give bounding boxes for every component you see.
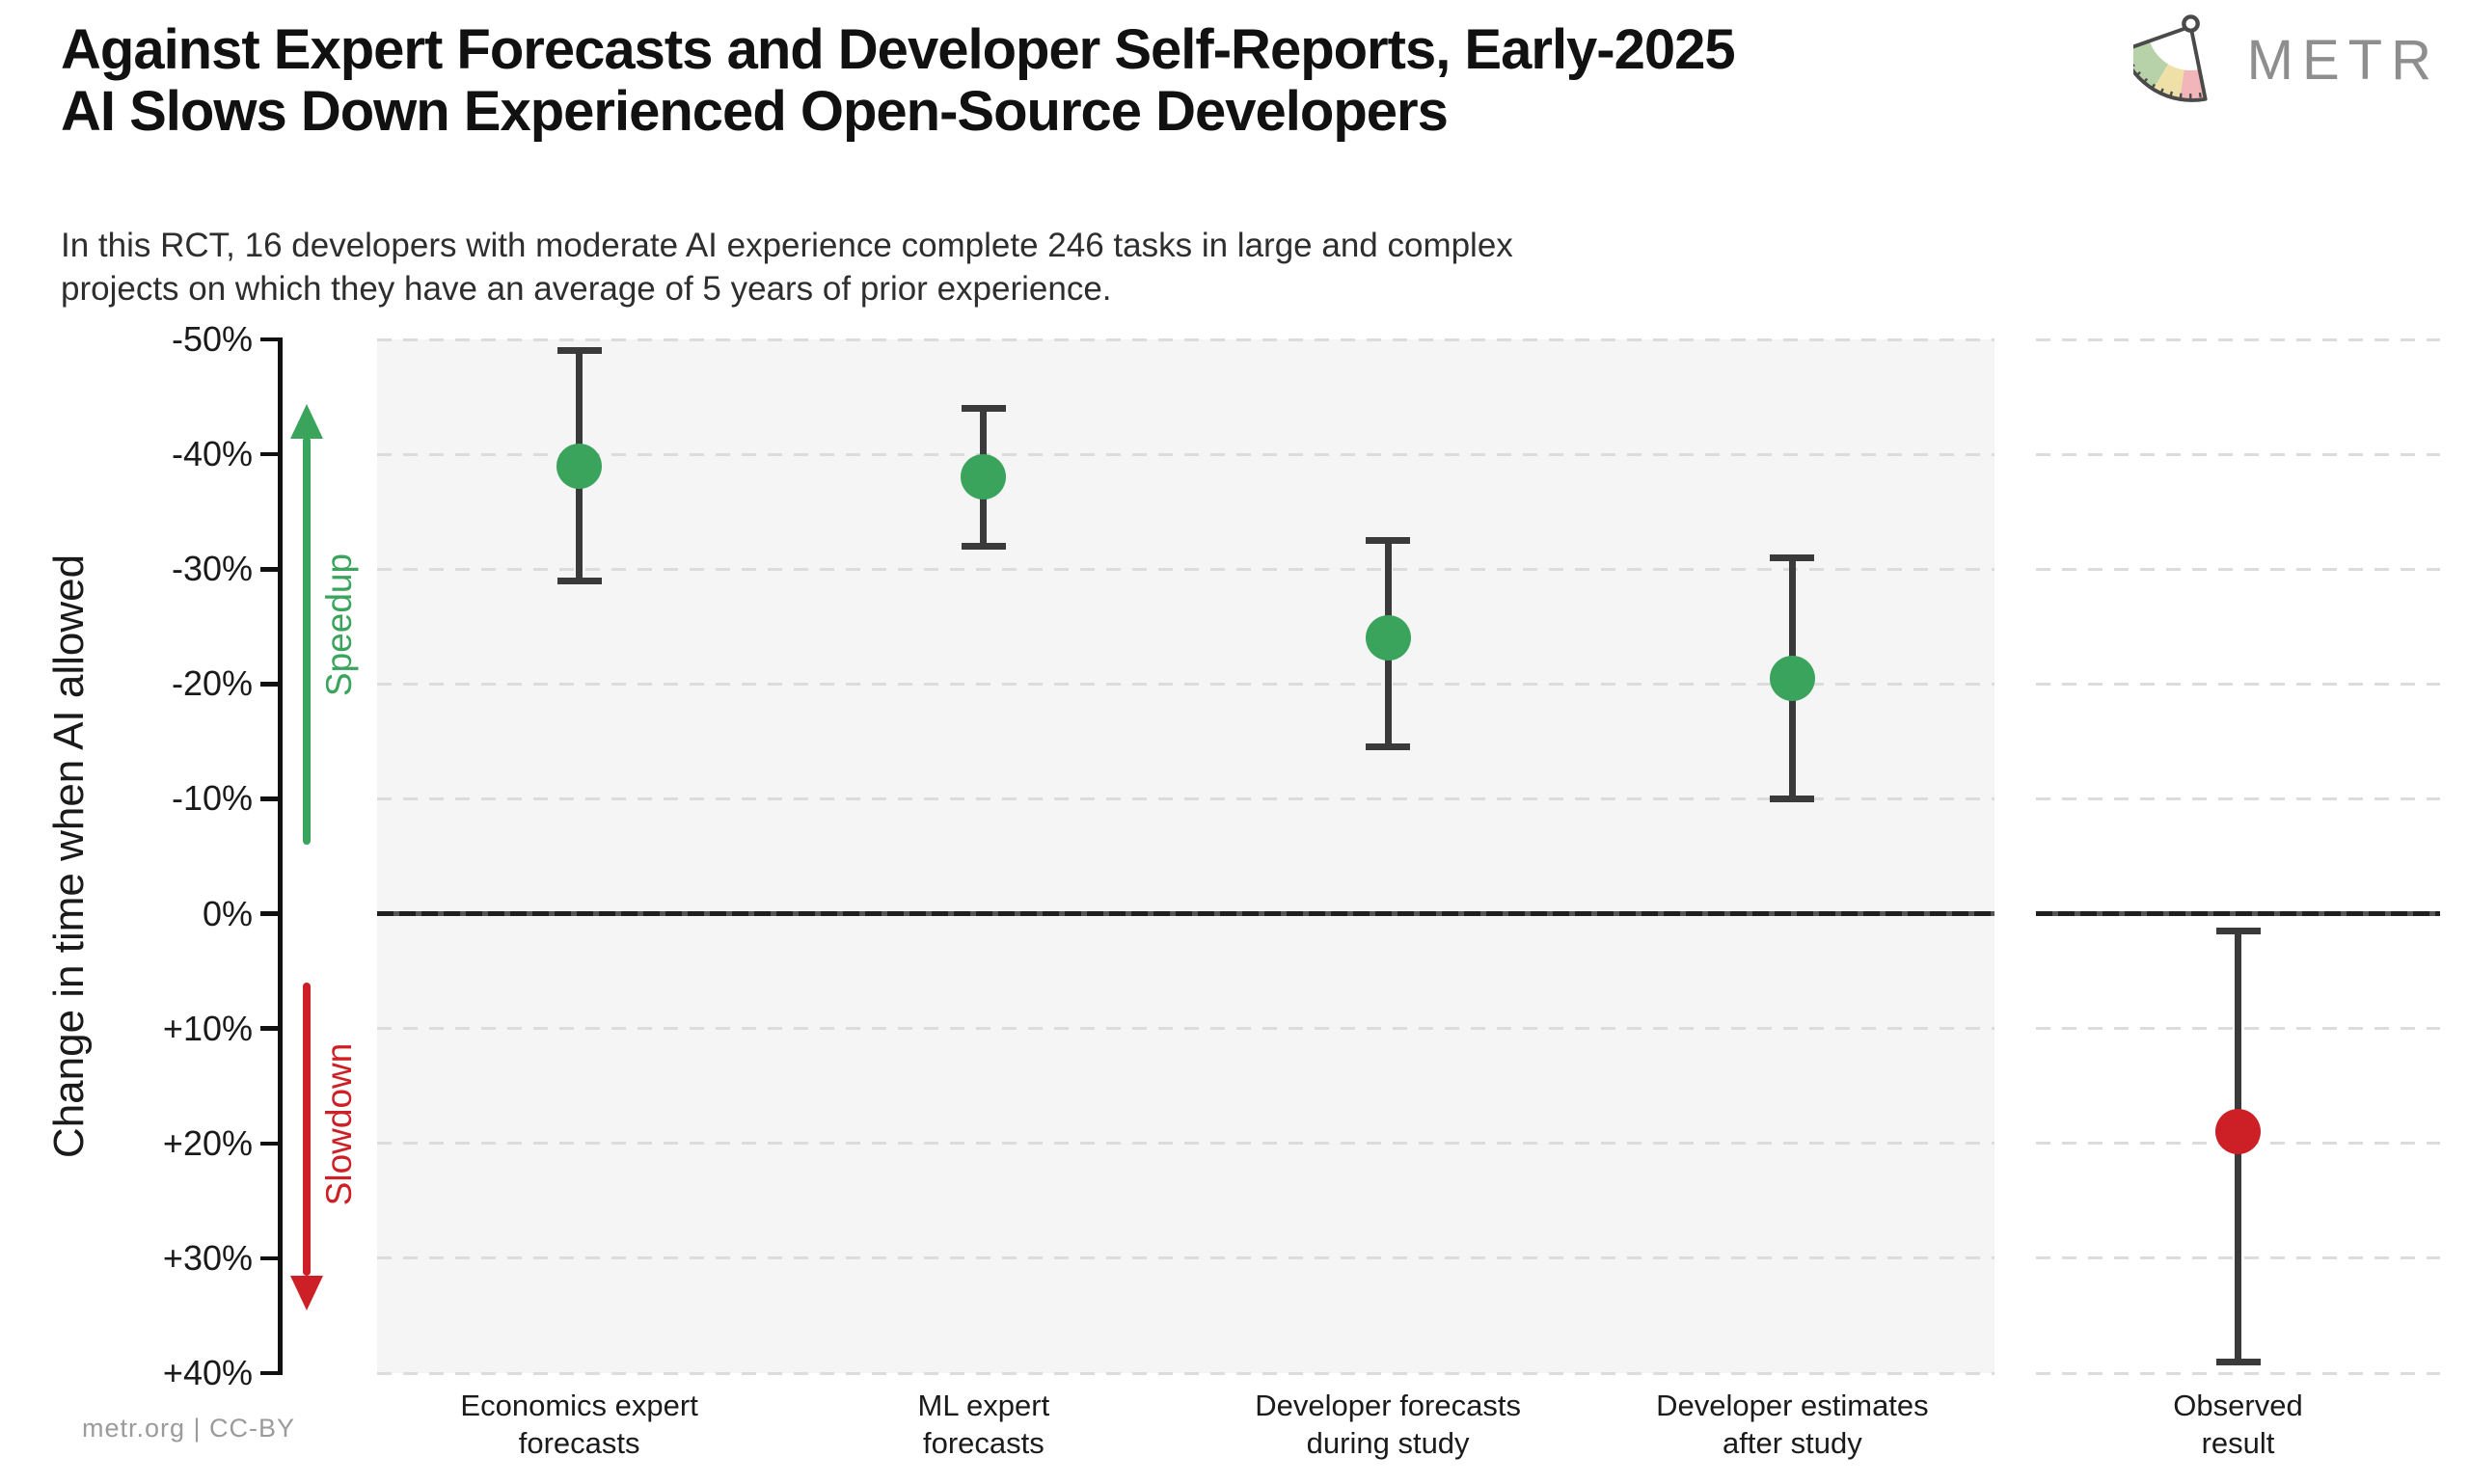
gridline--50pct [2036, 337, 2440, 341]
y-axis-tick-label: -20% [171, 663, 253, 704]
logo-pivot-ring [2181, 14, 2200, 33]
category-label: Developer forecasts during study [1255, 1389, 1521, 1460]
zero-baseline [2036, 911, 2440, 917]
y-axis-tick-label: +20% [162, 1122, 253, 1163]
gridline--40pct [2036, 452, 2440, 456]
y-axis-tick [260, 796, 278, 801]
error-bar-cap-top [1770, 553, 1815, 561]
data-point-dot [2215, 1109, 2261, 1155]
error-bar-cap-top [1366, 536, 1411, 544]
y-axis-tick [260, 567, 278, 572]
zero-baseline [377, 911, 1994, 917]
chart-subtitle-line2: projects on which they have an average o… [61, 270, 1112, 308]
category-label: Observed result [2173, 1389, 2303, 1460]
error-bar-cap-top [961, 404, 1006, 412]
y-axis-tick [260, 1255, 278, 1261]
y-axis-spine [278, 337, 283, 1375]
chart-title-line2: AI Slows Down Experienced Open-Source De… [61, 80, 1449, 143]
chart-title-line1: Against Expert Forecasts and Developer S… [61, 18, 1736, 81]
y-axis-title: Change in time when AI allowed [45, 553, 93, 1159]
metr-fan-icon [2132, 14, 2208, 102]
gridline-40pct [2036, 1371, 2440, 1375]
speedup-label: Speedup [319, 553, 359, 697]
error-bar-cap-bottom [961, 542, 1006, 550]
gridline--10pct [2036, 796, 2440, 800]
chart-subtitle: In this RCT, 16 developers with moderate… [61, 224, 1513, 310]
chart-subtitle-line1: In this RCT, 16 developers with moderate… [61, 227, 1513, 264]
speedup-arrow-line [303, 437, 311, 846]
y-axis-tick-label: -40% [171, 434, 253, 474]
y-axis-tick [260, 911, 278, 916]
gridline--30pct [2036, 567, 2440, 571]
slowdown-arrow-line [303, 983, 311, 1276]
chart-title: Against Expert Forecasts and Developer S… [61, 18, 1736, 143]
slowdown-arrow-head [290, 1275, 323, 1310]
category-label: Economics expert forecasts [460, 1389, 698, 1460]
gridline-10pct [377, 1027, 1994, 1031]
gridline--20pct [2036, 682, 2440, 686]
error-bar-cap-bottom [2215, 1358, 2261, 1365]
error-bar-cap-top [2215, 927, 2261, 934]
gridline-20pct [377, 1142, 1994, 1146]
metr-logo-text: METR [2246, 28, 2440, 92]
y-axis-tick [260, 451, 278, 457]
y-axis-tick [260, 1370, 278, 1376]
category-label: ML expert forecasts [917, 1389, 1050, 1460]
y-axis-tick-label: -50% [171, 319, 253, 359]
y-axis-tick-label: +30% [162, 1237, 253, 1278]
error-bar-cap-top [556, 347, 602, 355]
y-axis-tick-label: +40% [162, 1353, 253, 1392]
data-point-dot [961, 454, 1007, 500]
gridline-40pct [377, 1371, 1994, 1375]
gridline--50pct [377, 337, 1994, 341]
error-bar-cap-bottom [1770, 795, 1815, 802]
y-axis-tick [260, 682, 278, 687]
speedup-arrow-head [290, 404, 323, 440]
gridline--40pct [377, 452, 1994, 456]
gridline--10pct [377, 796, 1994, 800]
y-axis-tick [260, 1141, 278, 1147]
y-axis-tick-label: -10% [171, 778, 253, 819]
y-axis-tick-label: +10% [162, 1008, 253, 1048]
error-bar-cap-bottom [1366, 743, 1411, 751]
attribution-footer: metr.org | CC-BY [82, 1414, 296, 1443]
error-bar-cap-bottom [556, 577, 602, 584]
gridline--30pct [377, 567, 1994, 571]
y-axis-tick-label: -30% [171, 549, 253, 589]
y-axis-tick-label: 0% [202, 893, 253, 933]
data-point-dot [1769, 655, 1815, 701]
gridline--20pct [377, 682, 1994, 686]
category-label: Developer estimates after study [1656, 1389, 1929, 1460]
y-axis-tick [260, 1026, 278, 1031]
slowdown-label: Slowdown [319, 1042, 359, 1206]
main-plot-panel [377, 339, 1994, 1373]
y-axis-tick [260, 337, 278, 342]
data-point-dot [1365, 615, 1411, 661]
data-point-dot [556, 443, 603, 489]
metr-logo: METR [2132, 13, 2440, 106]
gridline-30pct [377, 1256, 1994, 1260]
